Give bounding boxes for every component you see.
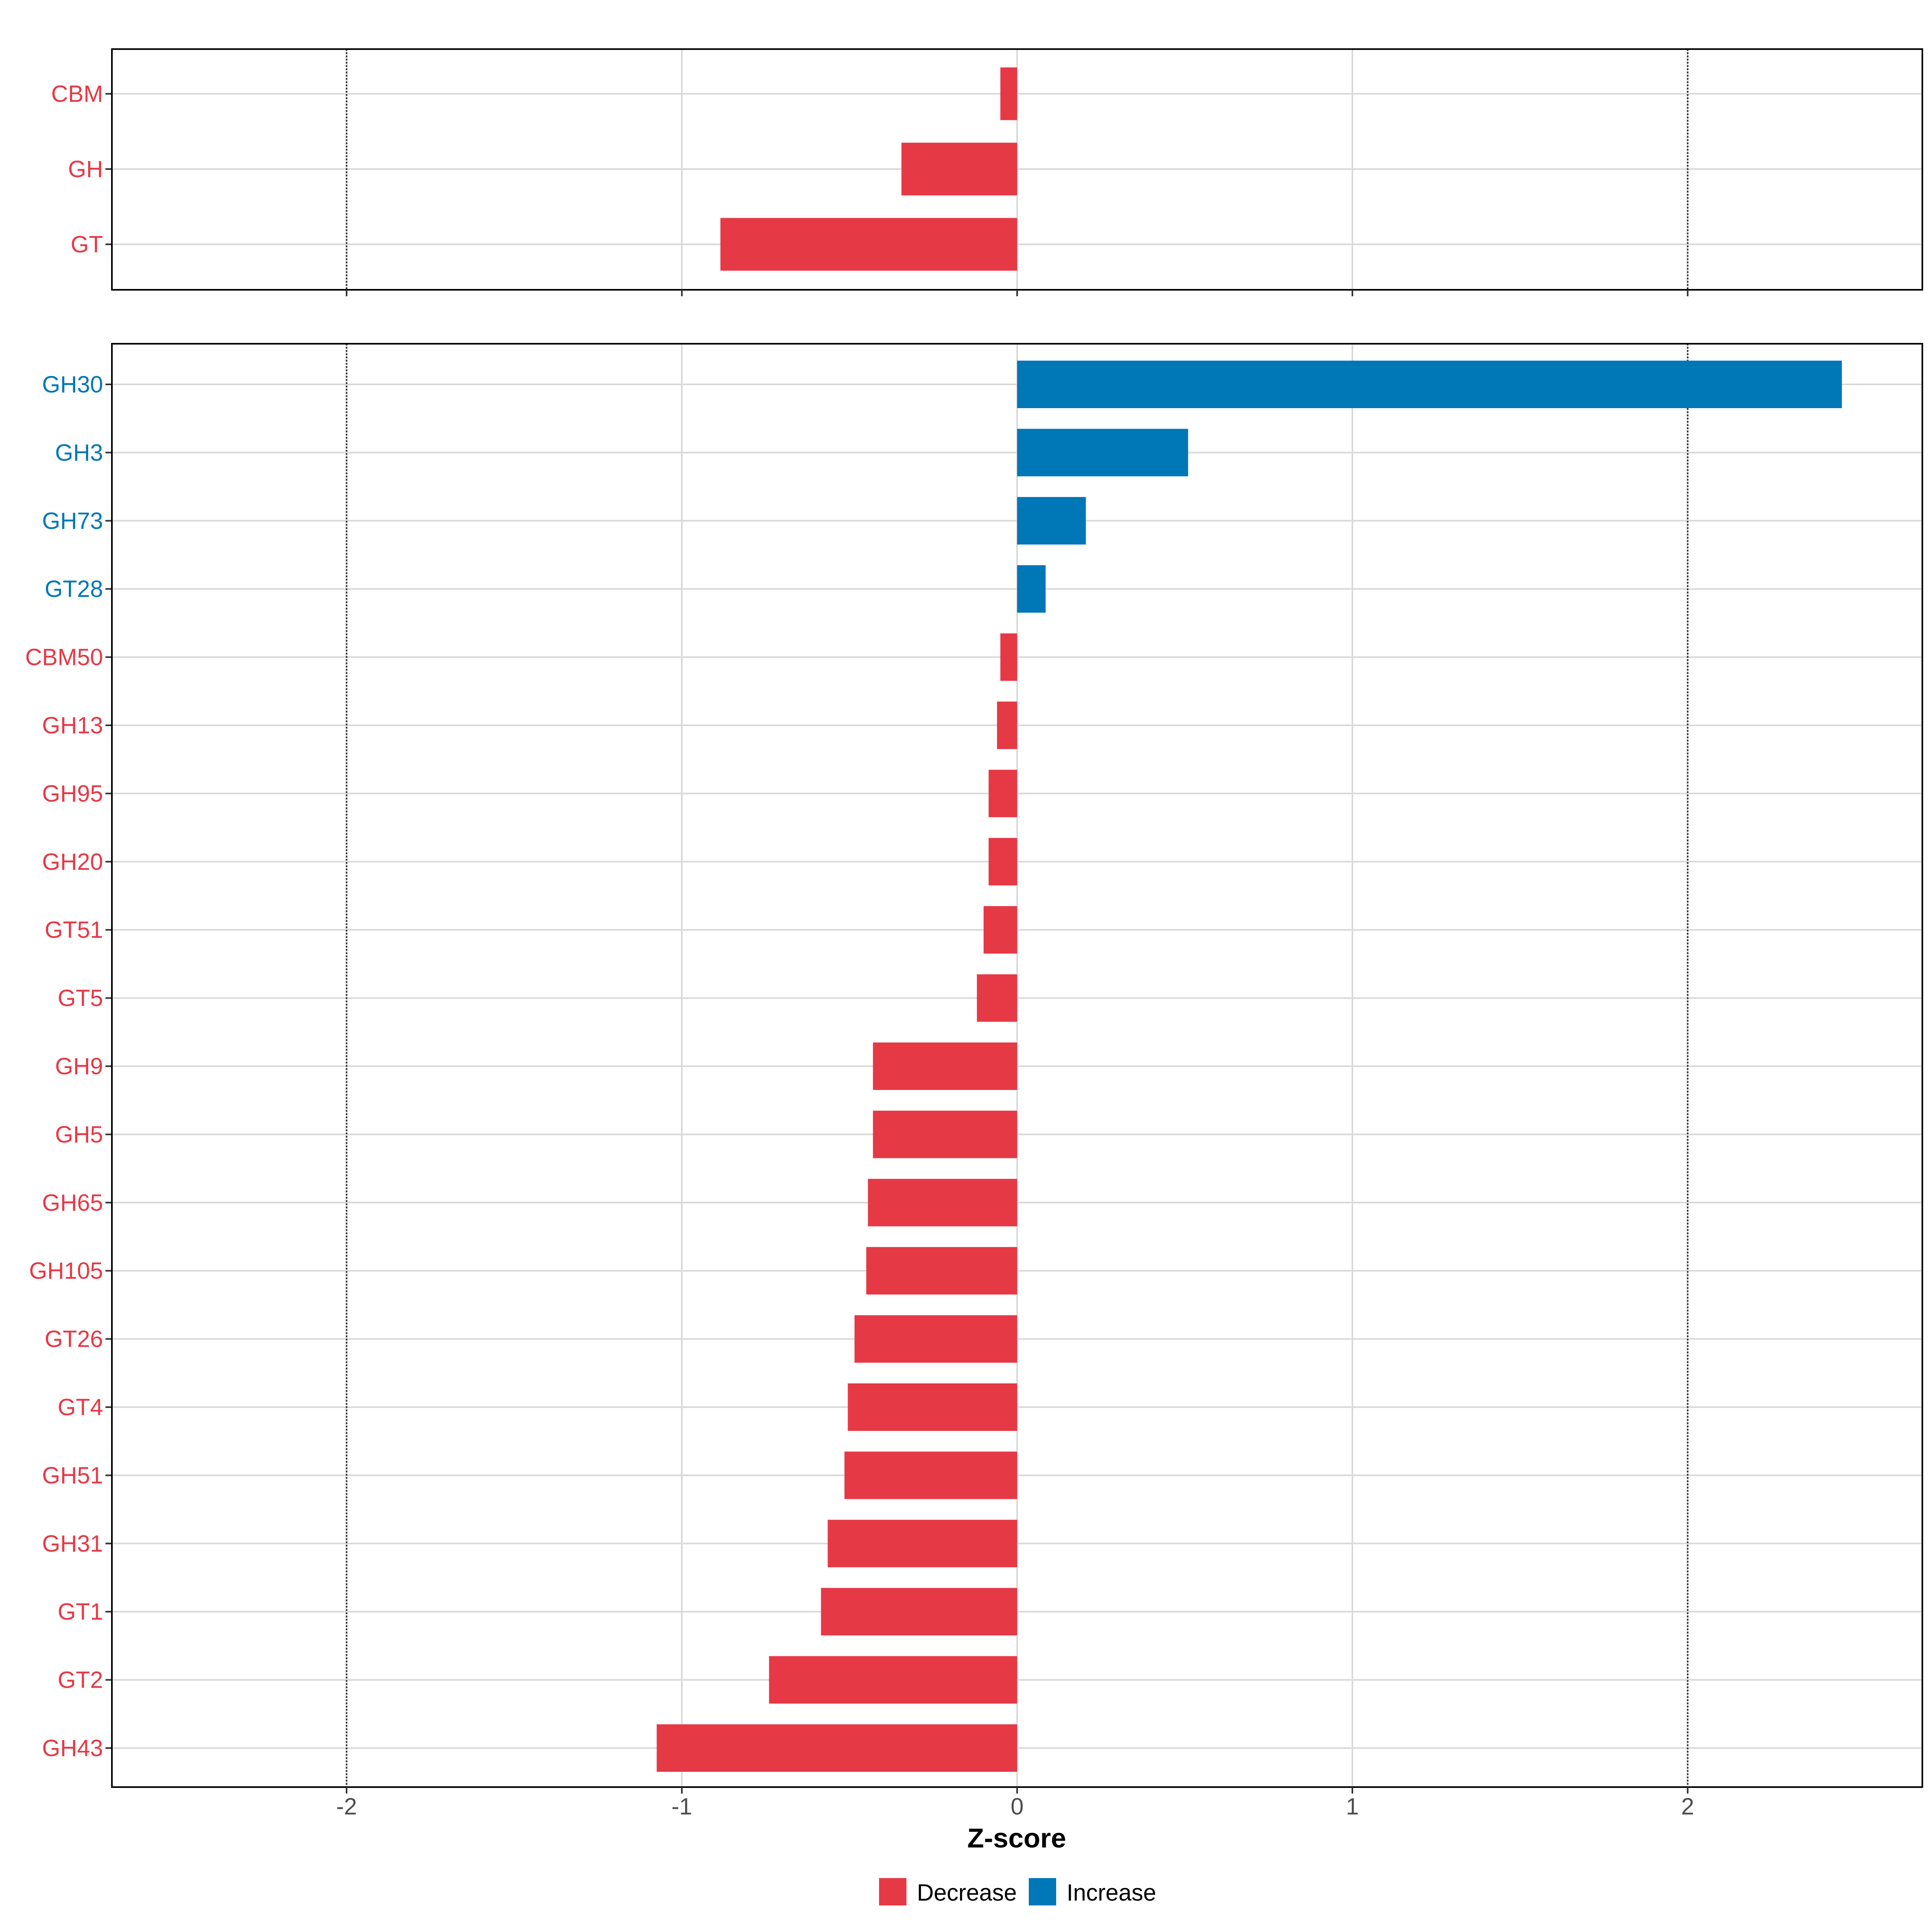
category-label: CBM <box>51 81 103 107</box>
panel-top: CBM GH GT <box>51 48 1923 296</box>
category-label: GT5 <box>58 985 103 1011</box>
bar-gt28 <box>1017 565 1046 613</box>
category-label: GT26 <box>45 1326 103 1352</box>
category-label: GH <box>68 156 103 182</box>
bar-gt26 <box>855 1315 1017 1363</box>
x-axis: -2 -1 0 1 2 <box>336 1794 1694 1820</box>
category-label: GH30 <box>42 372 103 398</box>
x-tick-label: -1 <box>671 1794 692 1820</box>
category-label: GT2 <box>58 1667 103 1693</box>
legend-swatch-increase <box>1029 1878 1056 1905</box>
x-tick-label: -2 <box>336 1794 357 1820</box>
bar-gh51 <box>844 1451 1017 1499</box>
category-label: GH105 <box>29 1258 103 1284</box>
category-label: GH20 <box>42 849 103 875</box>
category-label: GT4 <box>58 1394 103 1420</box>
x-axis-title: Z-score <box>967 1823 1066 1854</box>
legend: Decrease Increase <box>879 1878 1156 1906</box>
category-label: GT <box>70 231 103 258</box>
bar-gh5 <box>873 1110 1017 1158</box>
bar-gh65 <box>868 1179 1017 1226</box>
panel-bottom: GH30 GH3 GH73 GT28 CBM50 GH13 GH95 GH20 GT51 GT5 G… <box>25 343 1923 1794</box>
category-label: GH51 <box>42 1462 103 1488</box>
bar-gt <box>720 218 1017 271</box>
category-label: GH3 <box>55 440 103 466</box>
category-label: GH31 <box>42 1531 103 1557</box>
category-label: GH9 <box>55 1053 103 1080</box>
bar-gh95 <box>989 770 1017 817</box>
category-label: GT28 <box>45 576 103 602</box>
bar-gt51 <box>983 906 1017 954</box>
bar-gt2 <box>769 1656 1017 1704</box>
category-label: GH65 <box>42 1190 103 1216</box>
legend-label-increase: Increase <box>1067 1880 1156 1906</box>
bar-cbm50 <box>1000 633 1017 681</box>
category-label: GH95 <box>42 780 103 807</box>
category-label: GH43 <box>42 1735 103 1761</box>
category-label: GH5 <box>55 1121 103 1148</box>
bar-gh43 <box>656 1724 1017 1772</box>
bar-gh30 <box>1017 361 1842 408</box>
x-tick-label: 0 <box>1011 1794 1024 1820</box>
bar-gh3 <box>1017 429 1188 477</box>
bar-gh9 <box>873 1042 1017 1090</box>
category-label: GT51 <box>45 917 103 943</box>
x-tick-label: 2 <box>1681 1794 1694 1820</box>
category-label: GT1 <box>58 1599 103 1625</box>
bar-gh105 <box>866 1247 1017 1295</box>
category-label: CBM50 <box>25 644 103 671</box>
x-tick-label: 1 <box>1346 1794 1359 1820</box>
bar-gh13 <box>997 702 1017 749</box>
category-label: GH13 <box>42 712 103 739</box>
category-label: GH73 <box>42 508 103 534</box>
bar-gt5 <box>977 974 1017 1022</box>
legend-label-decrease: Decrease <box>917 1880 1017 1906</box>
bar-gt4 <box>848 1383 1017 1431</box>
legend-swatch-decrease <box>879 1878 906 1905</box>
bar-gt1 <box>821 1588 1017 1636</box>
bar-gh31 <box>828 1519 1017 1567</box>
bar-gh73 <box>1017 497 1086 545</box>
bar-gh <box>901 142 1017 196</box>
bar-cbm <box>1000 67 1017 120</box>
bar-gh20 <box>989 838 1017 886</box>
